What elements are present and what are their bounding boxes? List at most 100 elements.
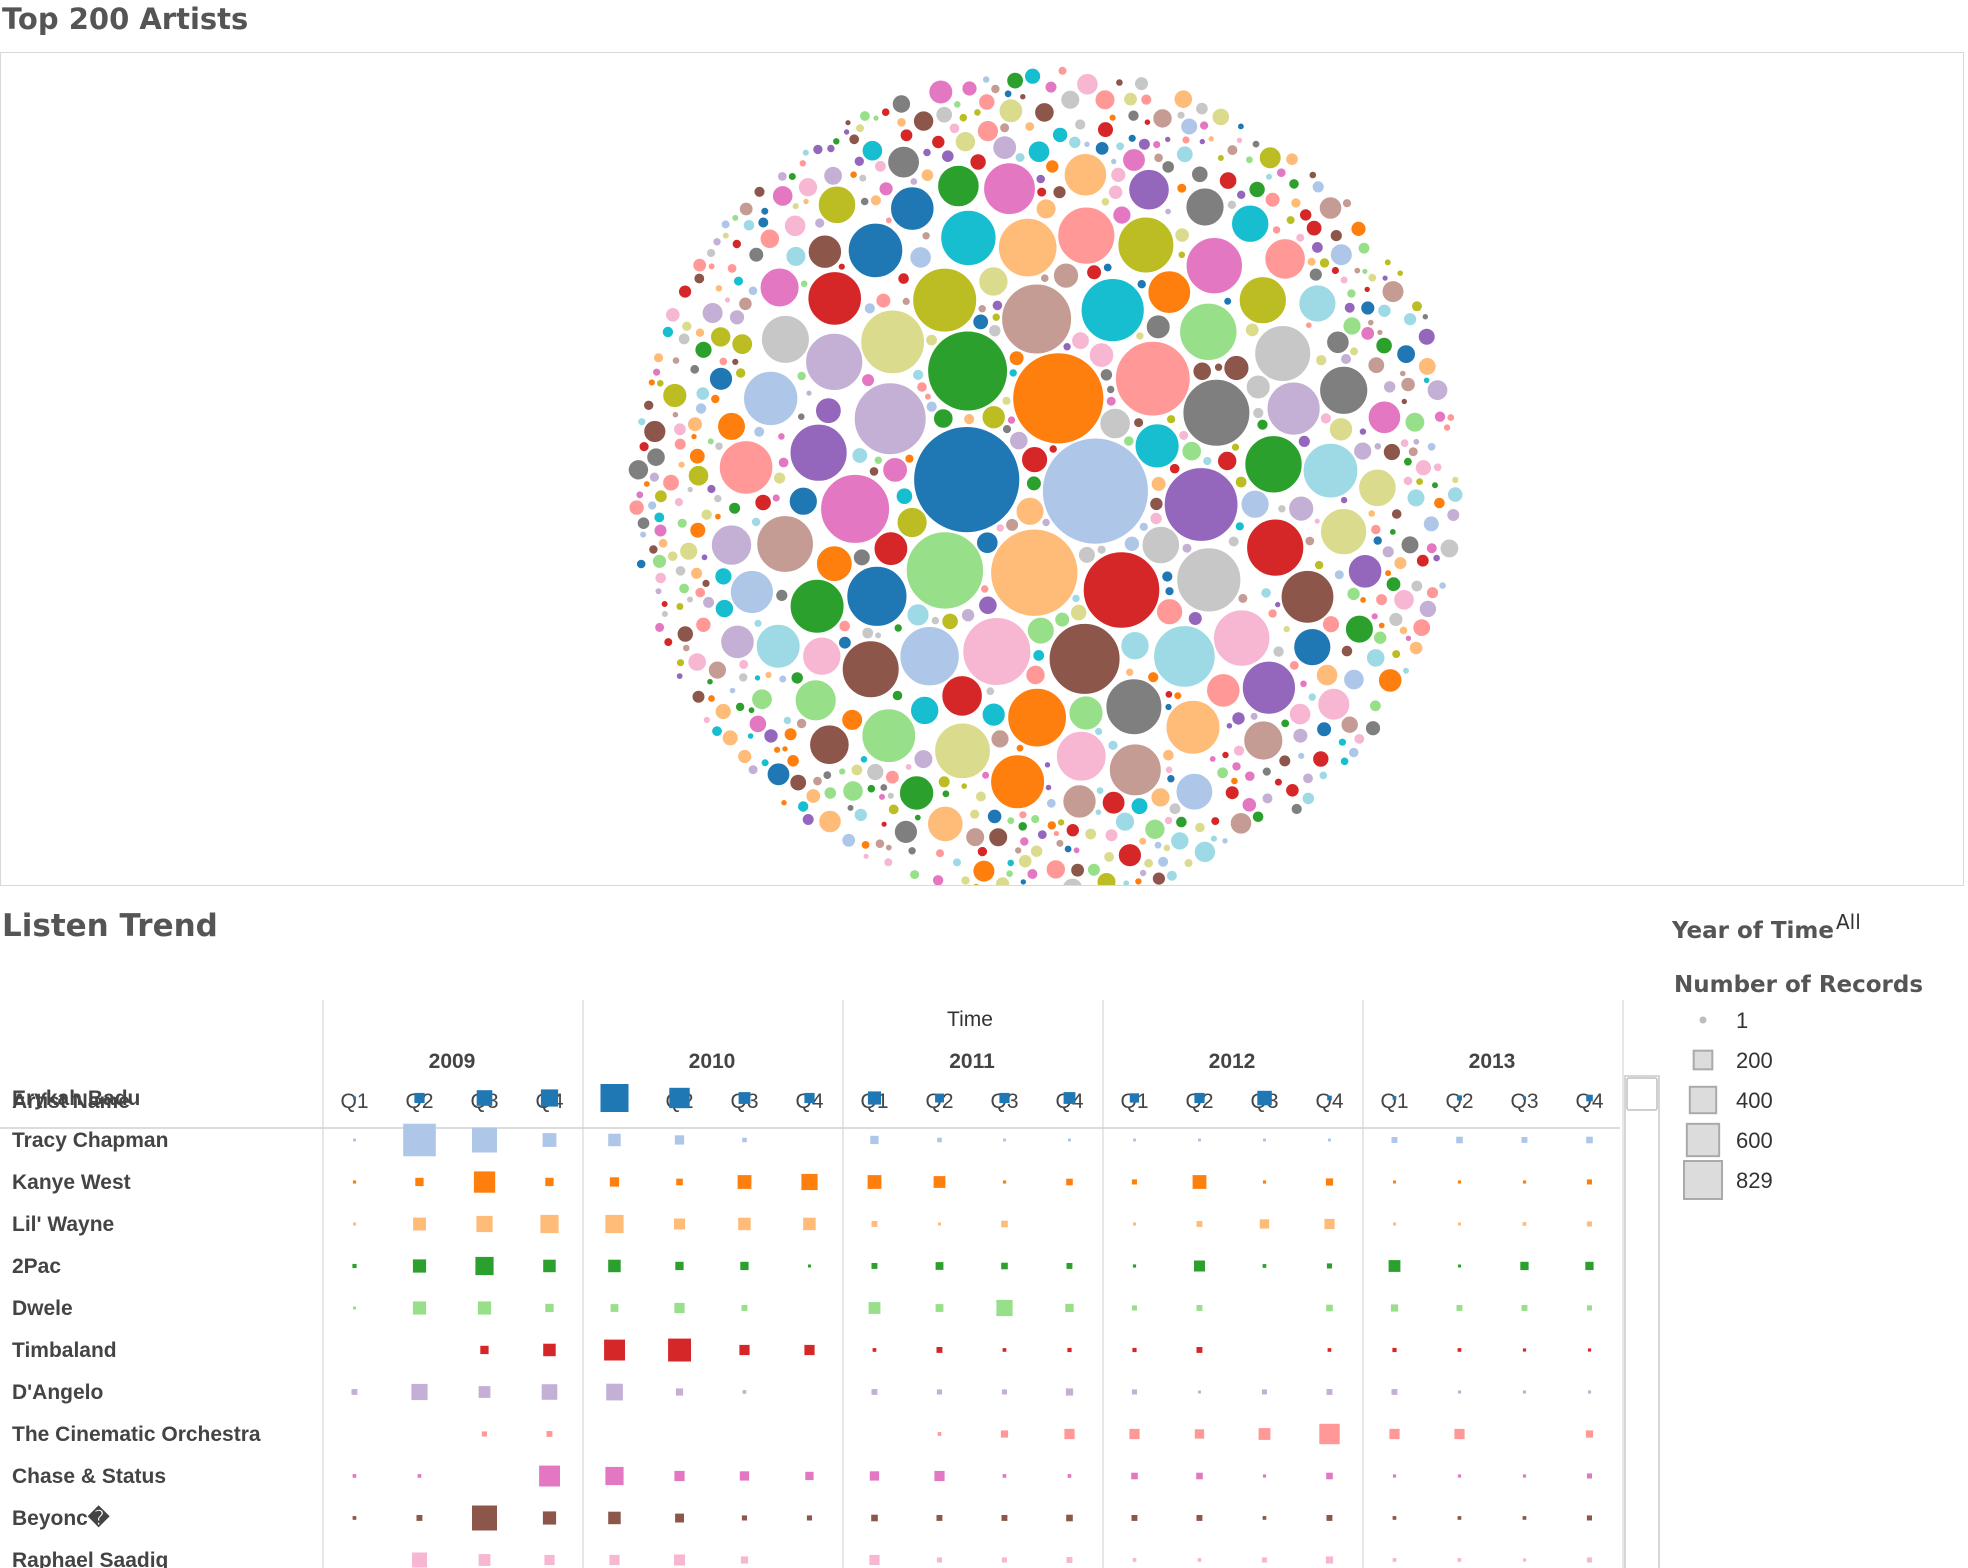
artist-bubble[interactable]: [812, 143, 824, 155]
artist-bubble[interactable]: [1152, 108, 1173, 129]
artist-bubble[interactable]: [1176, 182, 1188, 194]
artist-bubble[interactable]: [1409, 640, 1424, 656]
artist-bubble[interactable]: [861, 626, 874, 640]
artist-bubble[interactable]: [1367, 272, 1378, 283]
artist-bubble[interactable]: [1105, 395, 1117, 407]
artist-bubble[interactable]: [1237, 122, 1245, 131]
artist-bubble[interactable]: [1301, 791, 1315, 806]
artist-bubble[interactable]: [973, 108, 982, 117]
trend-mark[interactable]: [1132, 1558, 1137, 1562]
artist-bubble[interactable]: [990, 528, 1079, 617]
trend-mark[interactable]: [1066, 1514, 1073, 1522]
artist-bubble[interactable]: [1141, 525, 1180, 565]
artist-bubble[interactable]: [654, 489, 668, 504]
artist-bubble[interactable]: [880, 820, 888, 828]
artist-bubble[interactable]: [841, 640, 900, 698]
artist-bubble[interactable]: [733, 275, 744, 287]
trend-mark[interactable]: [937, 1137, 942, 1143]
trend-mark[interactable]: [676, 1178, 683, 1186]
artist-bubble[interactable]: [1127, 133, 1137, 143]
artist-bubble[interactable]: [1007, 687, 1067, 748]
artist-bubble[interactable]: [878, 181, 894, 197]
artist-bubble[interactable]: [1164, 816, 1174, 826]
artist-bubble[interactable]: [1274, 777, 1283, 787]
trend-mark[interactable]: [803, 1217, 816, 1231]
artist-bubble[interactable]: [797, 412, 806, 421]
artist-bubble[interactable]: [927, 805, 964, 843]
artist-bubble[interactable]: [1138, 137, 1151, 151]
artist-bubble[interactable]: [652, 367, 661, 377]
artist-bubble[interactable]: [1289, 702, 1312, 726]
artist-bubble[interactable]: [1316, 721, 1332, 738]
artist-bubble[interactable]: [933, 408, 954, 429]
artist-bubble[interactable]: [796, 718, 808, 730]
artist-bubble[interactable]: [1042, 437, 1149, 545]
artist-bubble[interactable]: [1237, 593, 1249, 604]
artist-bubble[interactable]: [763, 728, 779, 744]
artist-bubble[interactable]: [1248, 180, 1266, 198]
artist-bubble[interactable]: [1150, 476, 1167, 492]
artist-bubble[interactable]: [991, 299, 1004, 311]
artist-bubble[interactable]: [676, 517, 688, 529]
artist-bubble[interactable]: [1340, 353, 1352, 365]
trend-mark[interactable]: [352, 1474, 357, 1478]
trend-mark[interactable]: [1068, 1138, 1071, 1142]
trend-mark[interactable]: [413, 1217, 426, 1231]
artist-bubble[interactable]: [714, 703, 732, 720]
artist-bubble[interactable]: [1299, 679, 1308, 688]
artist-bubble[interactable]: [1153, 152, 1164, 163]
artist-bubble[interactable]: [1071, 593, 1081, 603]
artist-bubble[interactable]: [1149, 511, 1163, 525]
artist-bubble[interactable]: [686, 485, 694, 493]
trend-mark[interactable]: [472, 1127, 497, 1153]
artist-bubble[interactable]: [1144, 818, 1166, 840]
trend-mark[interactable]: [806, 1515, 812, 1521]
trend-mark[interactable]: [412, 1552, 427, 1568]
artist-bubble[interactable]: [709, 366, 733, 391]
artist-bubble[interactable]: [1254, 325, 1311, 382]
artist-bubble[interactable]: [720, 624, 755, 660]
artist-bubble[interactable]: [1348, 746, 1360, 759]
artist-bubble[interactable]: [1103, 851, 1115, 863]
trend-mark[interactable]: [415, 1177, 424, 1187]
artist-bubble[interactable]: [1298, 284, 1337, 323]
artist-bubble[interactable]: [998, 98, 1024, 124]
artist-bubble[interactable]: [759, 267, 800, 308]
artist-bubble[interactable]: [1088, 342, 1115, 368]
artist-bubble[interactable]: [1044, 761, 1052, 769]
artist-bubble[interactable]: [754, 674, 762, 682]
trend-mark[interactable]: [1131, 1179, 1137, 1185]
artist-bubble[interactable]: [707, 694, 716, 703]
trend-mark[interactable]: [936, 1389, 942, 1395]
trend-mark[interactable]: [872, 1348, 877, 1352]
artist-bubble[interactable]: [1288, 178, 1300, 190]
artist-bubble[interactable]: [1045, 159, 1060, 174]
artist-bubble[interactable]: [1152, 871, 1166, 885]
artist-bubble[interactable]: [700, 553, 709, 561]
artist-bubble[interactable]: [983, 162, 1036, 215]
artist-bubble[interactable]: [671, 411, 680, 419]
artist-bubble[interactable]: [874, 160, 887, 173]
artist-bubble[interactable]: [1365, 720, 1381, 737]
artist-bubble[interactable]: [643, 420, 667, 443]
artist-bubble[interactable]: [832, 137, 841, 146]
artist-bubble[interactable]: [1140, 93, 1153, 106]
artist-bubble[interactable]: [693, 272, 706, 285]
artist-bubble[interactable]: [731, 214, 740, 222]
artist-bubble[interactable]: [807, 234, 842, 269]
artist-bubble[interactable]: [866, 763, 885, 781]
artist-bubble[interactable]: [995, 523, 1005, 533]
artist-bubble[interactable]: [735, 367, 747, 379]
trend-mark[interactable]: [739, 1471, 750, 1481]
artist-bubble[interactable]: [870, 194, 882, 207]
artist-bubble[interactable]: [681, 320, 693, 332]
artist-bubble[interactable]: [1152, 140, 1162, 149]
artist-bubble[interactable]: [712, 237, 722, 247]
artist-bubble[interactable]: [838, 619, 851, 633]
artist-bubble[interactable]: [921, 231, 931, 241]
artist-bubble[interactable]: [1056, 731, 1107, 782]
artist-bubble[interactable]: [1403, 457, 1413, 467]
artist-bubble[interactable]: [691, 689, 706, 704]
trend-mark[interactable]: [1129, 1093, 1140, 1103]
trend-mark[interactable]: [472, 1505, 497, 1531]
